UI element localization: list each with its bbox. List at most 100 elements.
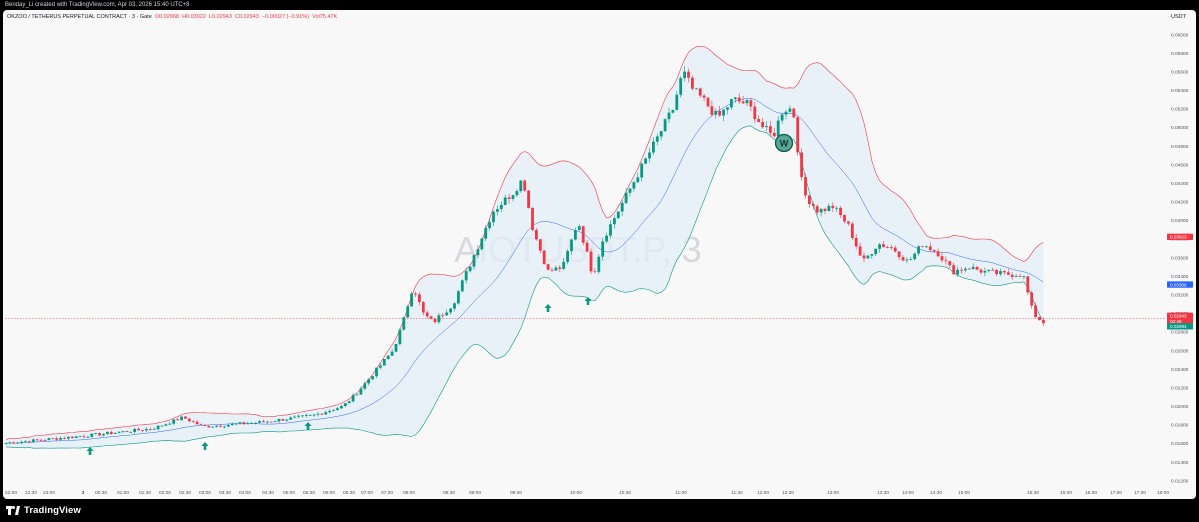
x-axis-tick: 13:30 xyxy=(877,490,889,496)
candle-body xyxy=(792,108,796,118)
candle-body xyxy=(932,250,936,252)
candle-body xyxy=(199,424,203,426)
candle-body xyxy=(659,131,663,137)
candle-body xyxy=(152,429,156,431)
candle-body xyxy=(878,244,881,249)
candle-body xyxy=(265,421,269,423)
candle-body xyxy=(340,406,343,409)
candle-body xyxy=(948,261,952,266)
candle-body xyxy=(835,207,839,209)
x-axis-tick: 11:00 xyxy=(675,490,687,496)
candle-body xyxy=(390,351,394,356)
middle-band-price-tag xyxy=(1167,281,1193,288)
candle-body xyxy=(375,367,378,377)
candle-body xyxy=(776,120,780,137)
candle-body xyxy=(468,266,472,272)
candle-body xyxy=(710,106,714,115)
candle-body xyxy=(737,97,741,102)
candle-body xyxy=(94,433,98,434)
annotation-w-circle xyxy=(774,133,794,153)
candle-body xyxy=(35,439,39,441)
candle-body xyxy=(195,421,199,425)
candle-body xyxy=(874,248,878,255)
y-axis-tick: 0.04000 xyxy=(1171,218,1189,224)
candle-body xyxy=(347,401,351,404)
candle-body xyxy=(141,430,144,432)
candle-body xyxy=(616,211,620,219)
candle-body xyxy=(277,419,281,422)
candle-body xyxy=(1034,305,1037,317)
candle-body xyxy=(379,365,382,368)
candle-body xyxy=(117,431,121,433)
candle-body xyxy=(464,271,468,281)
x-axis-tick: 16:00 xyxy=(1060,490,1072,496)
y-axis-tick: 0.05000 xyxy=(1171,125,1189,131)
x-axis-tick: 18:00 xyxy=(1157,490,1169,496)
candle-body xyxy=(511,195,515,199)
candle-body xyxy=(262,421,265,423)
candle-body xyxy=(655,136,659,142)
candle-body xyxy=(70,436,74,439)
candle-body xyxy=(788,108,792,112)
candle-body xyxy=(223,426,226,428)
chart-legend: OKZOO / TETHERUS PERPETUAL CONTRACT · 3 … xyxy=(7,14,337,20)
candle-body xyxy=(355,394,359,396)
candle-body xyxy=(1042,320,1045,324)
buy-signal-arrow-icon xyxy=(201,442,209,450)
buy-signal-arrow-icon xyxy=(544,304,552,312)
candle-body xyxy=(457,291,460,304)
y-axis-tick: 0.02000 xyxy=(1171,404,1189,410)
candle-body xyxy=(328,410,332,413)
candle-body xyxy=(687,71,690,78)
candle-body xyxy=(367,379,371,384)
candle-body xyxy=(351,395,355,402)
countdown-tag xyxy=(1167,317,1193,325)
candle-body xyxy=(113,432,117,434)
candle-body xyxy=(254,422,257,424)
x-axis-tick: 04:30 xyxy=(262,490,274,496)
x-axis-tick: 22:30 xyxy=(25,490,37,496)
candle-body xyxy=(168,423,172,425)
candle-body xyxy=(414,293,417,295)
candle-body xyxy=(644,158,647,164)
chart-panel[interactable]: AIOTUSDT.P, 3W0.060000.058000.056000.054… xyxy=(3,10,1196,499)
candle-body xyxy=(827,205,831,211)
y-axis-tick: 0.01200 xyxy=(1171,478,1189,484)
candle-body xyxy=(893,247,897,252)
volume-value: Vol75.47K xyxy=(312,14,338,20)
candle-body xyxy=(499,204,503,210)
x-axis-tick: 10:30 xyxy=(619,490,631,496)
candle-body xyxy=(780,114,784,121)
candle-body xyxy=(808,195,811,205)
candle-body xyxy=(410,293,413,307)
y-axis-tick: 0.04200 xyxy=(1171,200,1189,206)
y-axis-tick: 0.05200 xyxy=(1171,107,1189,113)
tradingview-logo[interactable]: TradingView xyxy=(6,505,81,516)
y-axis-tick: 0.05800 xyxy=(1171,51,1189,57)
candle-body xyxy=(722,109,725,116)
candle-body xyxy=(74,436,78,439)
candle-body xyxy=(609,224,612,236)
x-axis-tick: 08:00 xyxy=(403,490,415,496)
candle-body xyxy=(503,197,507,205)
close-value: C0.02943 xyxy=(235,14,259,20)
bollinger-band-fill xyxy=(6,46,1044,449)
candle-body xyxy=(425,312,429,317)
candle-body xyxy=(574,230,577,240)
candle-body xyxy=(593,271,597,273)
price-chart[interactable]: AIOTUSDT.P, 3W0.060000.058000.056000.054… xyxy=(3,10,1196,499)
candle-body xyxy=(698,88,702,96)
candle-body xyxy=(921,246,924,248)
x-axis-tick: 15:00 xyxy=(958,490,970,496)
candle-body xyxy=(843,215,846,222)
candle-body xyxy=(492,211,495,223)
candle-body xyxy=(940,256,944,261)
x-axis-tick: 10:00 xyxy=(570,490,582,496)
candle-body xyxy=(1026,276,1030,293)
x-axis-tick: 01:30 xyxy=(139,490,151,496)
candle-body xyxy=(476,249,480,256)
x-axis-tick: 02:00 xyxy=(159,490,171,496)
candle-body xyxy=(581,226,585,243)
candle-body xyxy=(597,256,601,272)
candle-body xyxy=(429,316,433,319)
